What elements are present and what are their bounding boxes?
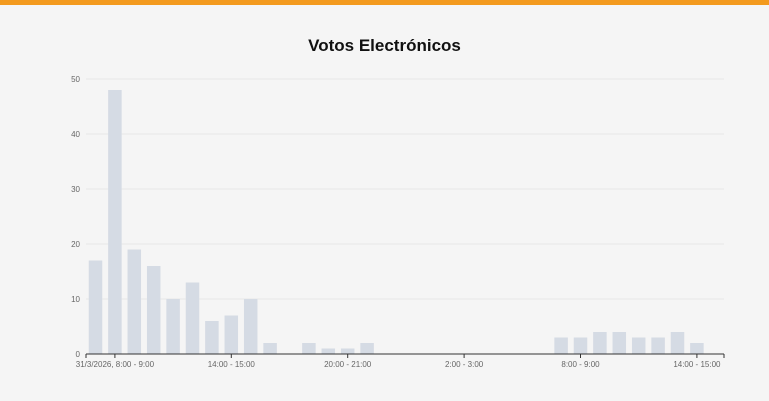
y-tick-label: 50 [71,75,80,84]
bar [263,343,277,354]
axis-layer: 0 10 20 30 40 50 31/3/2026, 8:00 - 9:00 14:00 -… [71,75,725,369]
x-tick-label: 31/3/2026, 8:00 - 9:00 [76,360,155,369]
bar [631,337,646,354]
x-tick-label: 2:00 - 3:00 [445,360,484,369]
x-tick-label: 14:00 - 15:00 [673,360,721,369]
y-tick-label: 30 [71,185,80,194]
bar [166,299,180,354]
y-tick-label: 0 [76,350,81,359]
grid-layer [86,78,724,300]
top-accent-bar [0,0,769,5]
bar [651,337,665,354]
bar [243,299,258,354]
bar [224,315,239,354]
bars-layer [88,90,704,354]
x-tick-label: 14:00 - 15:00 [208,360,256,369]
bar [573,337,588,354]
chart-title: Votos Electrónicos [308,36,461,55]
bar [670,332,685,354]
y-tick-label: 40 [71,130,80,139]
y-tick-label: 10 [71,295,80,304]
bar [554,337,568,354]
bar [690,343,704,354]
bar [127,249,142,354]
bar [593,332,607,354]
bar [321,348,336,354]
x-tick-label: 20:00 - 21:00 [324,360,372,369]
bar [185,282,200,354]
bar [146,266,161,354]
x-tick-label: 8:00 - 9:00 [561,360,600,369]
bar [108,90,122,354]
bar [612,332,627,354]
bar [205,321,219,354]
bar [340,348,355,354]
bar [302,343,316,354]
y-tick-label: 20 [71,240,80,249]
bar [88,260,103,354]
bar [360,343,374,354]
